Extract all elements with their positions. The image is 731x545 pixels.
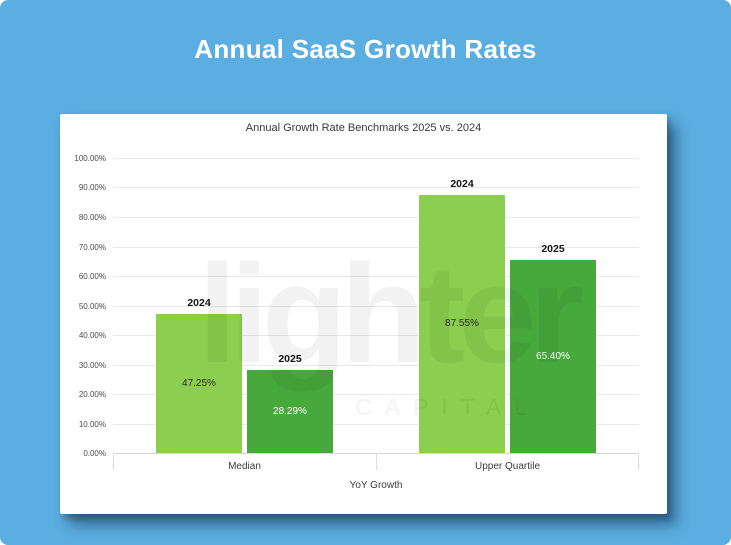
y-tick-label-10: 10.00% [78, 420, 106, 429]
bar-value-label-2024-median: 47.25% [182, 377, 216, 389]
series-year-label-2025-median: 2025 [278, 353, 302, 365]
y-tick-label-70: 70.00% [78, 243, 106, 252]
chart-subtitle: Annual Growth Rate Benchmarks 2025 vs. 2… [245, 122, 482, 134]
page-title: Annual SaaS Growth Rates [194, 34, 537, 64]
bar-value-label-2025-upper-quartile: 65.40% [536, 350, 570, 362]
y-tick-label-80: 80.00% [78, 213, 106, 222]
bar-value-label-2025-median: 28.29% [273, 405, 307, 417]
gridline-20 [113, 394, 639, 395]
y-tick-label-60: 60.00% [78, 272, 106, 281]
gridline-70 [113, 247, 639, 248]
series-year-label-2024-median: 2024 [187, 297, 211, 309]
y-tick-label-90: 90.00% [78, 183, 106, 192]
y-tick-label-50: 50.00% [78, 302, 106, 311]
x-axis-tick-0 [113, 453, 114, 470]
gridline-100 [113, 158, 639, 159]
y-tick-label-20: 20.00% [78, 390, 106, 399]
gridline-50 [113, 306, 639, 307]
gridline-90 [113, 187, 639, 188]
gridline-40 [113, 335, 639, 336]
bar-2024-median [156, 314, 242, 453]
x-axis-tick-1 [376, 453, 377, 470]
x-axis-tick-2 [638, 453, 639, 470]
bar-2025-median [247, 370, 333, 453]
y-tick-label-100: 100.00% [74, 154, 106, 163]
series-year-label-2025-upper-quartile: 2025 [541, 243, 565, 255]
x-axis-title: YoY Growth [349, 480, 403, 491]
gridline-10 [113, 424, 639, 425]
y-tick-label-0: 0.00% [83, 449, 106, 458]
bar-2025-upper-quartile [510, 260, 596, 453]
y-tick-label-30: 30.00% [78, 361, 106, 370]
y-tick-label-40: 40.00% [78, 331, 106, 340]
series-year-label-2024-upper-quartile: 2024 [450, 178, 474, 190]
bar-2024-upper-quartile [419, 195, 505, 453]
chart-card: Annual Growth Rate Benchmarks 2025 vs. 2… [60, 114, 667, 514]
plot-area: YoY Growth 0.00% 10.00% 20.00% 30.00% 40.00%… [74, 154, 639, 491]
category-label-median: Median [228, 461, 261, 472]
bar-value-label-2024-upper-quartile: 87.55% [445, 318, 479, 329]
gridline-80 [113, 217, 639, 218]
gridline-60 [113, 276, 639, 277]
category-label-upper-quartile: Upper Quartile [474, 461, 541, 472]
gridline-30 [113, 365, 639, 366]
